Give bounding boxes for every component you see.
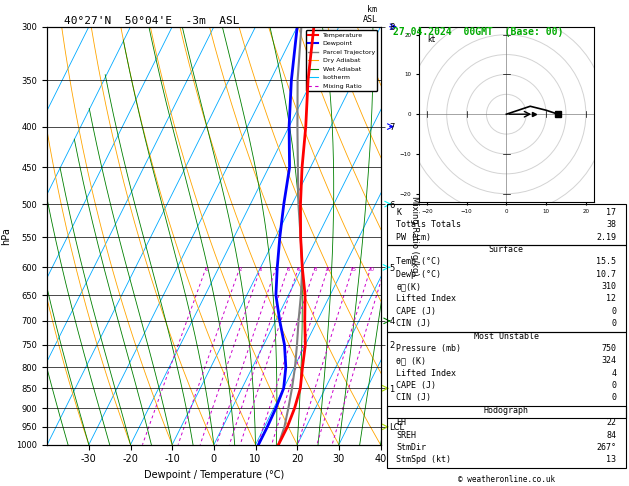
Text: EH: EH xyxy=(396,418,406,427)
Text: 1: 1 xyxy=(204,267,208,272)
Text: θᴇ (K): θᴇ (K) xyxy=(396,356,426,365)
Text: 20: 20 xyxy=(367,267,374,272)
Text: K: K xyxy=(396,208,401,217)
Text: 4: 4 xyxy=(274,267,278,272)
X-axis label: Dewpoint / Temperature (°C): Dewpoint / Temperature (°C) xyxy=(144,470,284,480)
Text: Hodograph: Hodograph xyxy=(484,406,529,415)
Text: 27.04.2024  00GMT  (Base: 00): 27.04.2024 00GMT (Base: 00) xyxy=(393,27,564,37)
Text: SREH: SREH xyxy=(396,431,416,439)
Y-axis label: hPa: hPa xyxy=(1,227,11,244)
Text: 8: 8 xyxy=(313,267,317,272)
Text: CAPE (J): CAPE (J) xyxy=(396,381,437,390)
Text: Lifted Index: Lifted Index xyxy=(396,295,457,303)
Text: 0: 0 xyxy=(611,393,616,402)
Text: 324: 324 xyxy=(601,356,616,365)
Bar xyxy=(387,245,626,331)
Text: 10.7: 10.7 xyxy=(596,270,616,278)
Text: 40°27'N  50°04'E  -3m  ASL: 40°27'N 50°04'E -3m ASL xyxy=(64,16,240,26)
Text: PW (cm): PW (cm) xyxy=(396,233,431,242)
Text: 2.19: 2.19 xyxy=(596,233,616,242)
Bar xyxy=(387,406,626,468)
Text: Temp (°C): Temp (°C) xyxy=(396,257,442,266)
Text: 0: 0 xyxy=(611,307,616,316)
Bar xyxy=(387,331,626,418)
Text: Pressure (mb): Pressure (mb) xyxy=(396,344,462,353)
Legend: Temperature, Dewpoint, Parcel Trajectory, Dry Adiabat, Wet Adiabat, Isotherm, Mi: Temperature, Dewpoint, Parcel Trajectory… xyxy=(306,30,377,91)
Text: 310: 310 xyxy=(601,282,616,291)
Text: Most Unstable: Most Unstable xyxy=(474,331,539,341)
Text: 12: 12 xyxy=(606,295,616,303)
Text: 2: 2 xyxy=(238,267,242,272)
Text: Totals Totals: Totals Totals xyxy=(396,220,462,229)
Text: 15.5: 15.5 xyxy=(596,257,616,266)
Text: CIN (J): CIN (J) xyxy=(396,393,431,402)
Text: 15: 15 xyxy=(349,267,356,272)
Text: θᴇ(K): θᴇ(K) xyxy=(396,282,421,291)
Text: CIN (J): CIN (J) xyxy=(396,319,431,328)
Text: 0: 0 xyxy=(611,381,616,390)
Text: 6: 6 xyxy=(297,267,300,272)
Text: Lifted Index: Lifted Index xyxy=(396,369,457,378)
Text: 267°: 267° xyxy=(596,443,616,452)
Text: StmDir: StmDir xyxy=(396,443,426,452)
Y-axis label: Mixing Ratio (g/kg): Mixing Ratio (g/kg) xyxy=(409,196,418,276)
Text: © weatheronline.co.uk: © weatheronline.co.uk xyxy=(458,474,555,484)
Text: 17: 17 xyxy=(606,208,616,217)
Text: 3: 3 xyxy=(259,267,262,272)
Text: 0: 0 xyxy=(611,319,616,328)
Bar xyxy=(387,204,626,245)
Text: 10: 10 xyxy=(325,267,331,272)
Text: 750: 750 xyxy=(601,344,616,353)
Text: 13: 13 xyxy=(606,455,616,464)
Text: CAPE (J): CAPE (J) xyxy=(396,307,437,316)
Text: 38: 38 xyxy=(606,220,616,229)
Text: 25: 25 xyxy=(382,267,389,272)
Text: 4: 4 xyxy=(611,369,616,378)
Text: 5: 5 xyxy=(287,267,290,272)
Text: 84: 84 xyxy=(606,431,616,439)
Text: Surface: Surface xyxy=(489,245,524,254)
Text: 22: 22 xyxy=(606,418,616,427)
Text: Dewp (°C): Dewp (°C) xyxy=(396,270,442,278)
Text: km
ASL: km ASL xyxy=(362,5,377,24)
Text: StmSpd (kt): StmSpd (kt) xyxy=(396,455,452,464)
Text: kt: kt xyxy=(427,35,435,44)
